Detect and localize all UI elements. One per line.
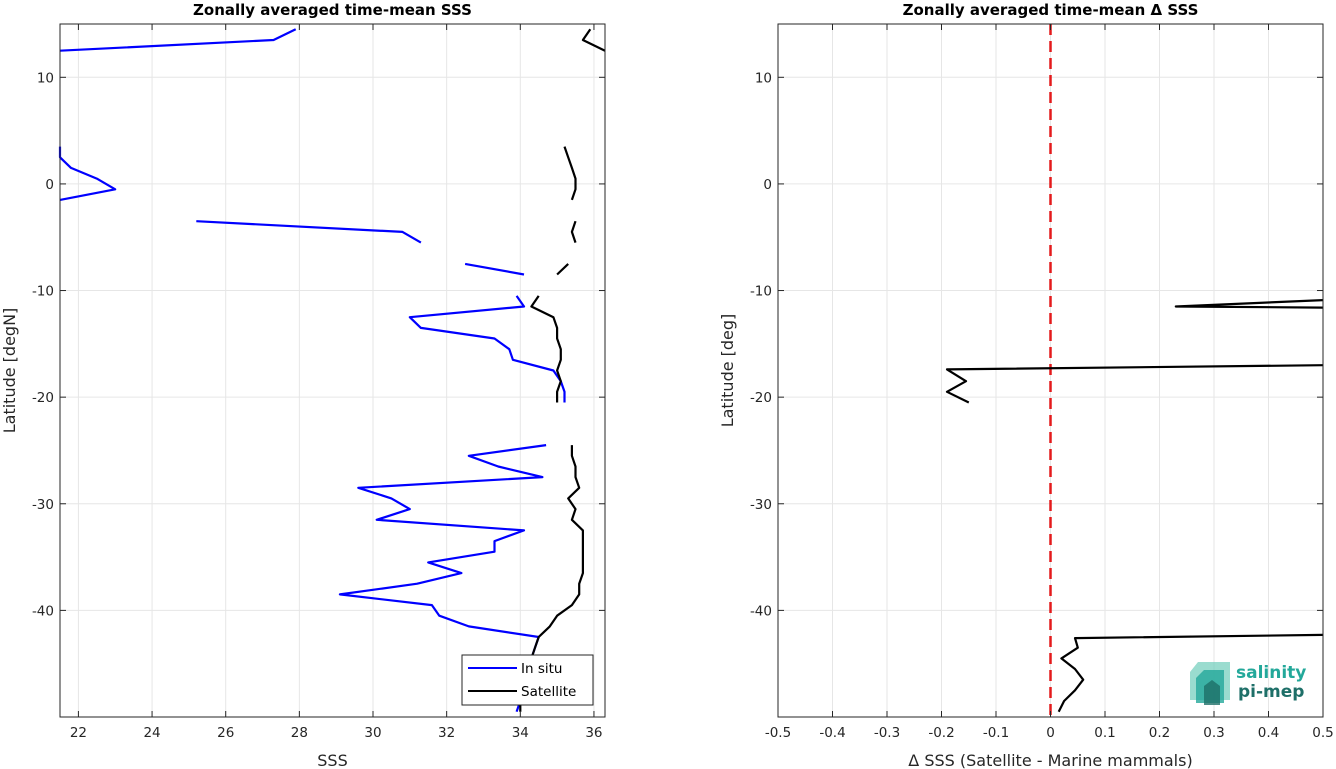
right-x-axis-label: Δ SSS (Satellite - Marine mammals) (908, 751, 1192, 769)
left-axes-box (59, 23, 606, 718)
right-xtick-label: 0.5 (1312, 725, 1333, 741)
left-xtick-label: 26 (217, 725, 234, 741)
legend-label-satellite: Satellite (521, 684, 576, 700)
logo-text-salinity: salinity (1236, 663, 1306, 683)
left-plot-area (60, 24, 605, 717)
right-ytick-label: 0 (763, 177, 772, 193)
left-series-1-segment-4 (530, 295, 562, 403)
left-ytick-label: -20 (32, 390, 54, 406)
logo-text-pi-mep: pi-mep (1238, 682, 1304, 702)
left-xtick-label: 32 (438, 725, 455, 741)
right-y-axis-label: Latitude [deg] (718, 314, 737, 428)
salinity-pi-mep-logo: salinity pi-mep (1190, 662, 1306, 705)
right-xtick-label: 0.3 (1203, 725, 1224, 741)
right-xtick-label: -0.2 (928, 725, 954, 741)
right-xtick-label: 0.1 (1094, 725, 1115, 741)
left-xtick-label: 28 (291, 725, 308, 741)
right-xtick-label: -0.1 (983, 725, 1009, 741)
right-panel: -0.5 -0.4 -0.3 -0.2 -0.1 0 0.1 0.2 0.3 0.4 0.5 -40 -… (718, 1, 1334, 769)
left-ytick-label: -10 (32, 284, 54, 300)
left-series-1-segment-2 (570, 220, 577, 243)
left-ytick-label: -40 (32, 603, 54, 619)
left-series-1-segment-1 (563, 146, 577, 201)
left-series-0-segment-4 (408, 295, 566, 403)
right-xtick-label: 0 (1046, 725, 1055, 741)
left-y-axis-label: Latitude [degN] (0, 308, 19, 434)
right-series-0-segment-0 (1174, 299, 1324, 309)
left-series-1-segment-3 (556, 263, 569, 276)
left-chart-title: Zonally averaged time-mean SSS (193, 1, 472, 19)
right-xtick-label: 0.2 (1149, 725, 1170, 741)
right-xtick-label: 0.4 (1258, 725, 1279, 741)
right-ytick-label: -20 (750, 390, 772, 406)
left-x-axis-label: SSS (317, 751, 347, 769)
left-xtick-label: 34 (512, 725, 529, 741)
left-ytick-label: 10 (37, 70, 54, 86)
left-ytick-label: 0 (45, 177, 54, 193)
left-xtick-label: 22 (70, 725, 87, 741)
left-ytick-label: -30 (32, 497, 54, 513)
left-xtick-label: 36 (585, 725, 602, 741)
right-xtick-label: -0.5 (765, 725, 791, 741)
right-ytick-label: -40 (750, 603, 772, 619)
left-series-0-segment-2 (196, 220, 422, 244)
right-ytick-label: 10 (755, 70, 772, 86)
left-series-0-segment-3 (464, 262, 525, 276)
right-ytick-label: -30 (750, 497, 772, 513)
right-chart-title: Zonally averaged time-mean Δ SSS (903, 1, 1199, 19)
right-series-0-segment-1 (945, 364, 1324, 404)
right-series-0-segment-2 (1057, 633, 1324, 713)
left-xtick-label: 24 (143, 725, 160, 741)
left-series-0-segment-0 (59, 28, 297, 52)
legend: In situ Satellite (461, 654, 594, 706)
logo-wave-icon-3 (1204, 680, 1220, 705)
right-ytick-label: -10 (750, 284, 772, 300)
legend-box (461, 654, 594, 706)
right-xtick-label: -0.4 (819, 725, 845, 741)
legend-label-in-situ: In situ (521, 661, 562, 677)
right-xtick-label: -0.3 (874, 725, 900, 741)
left-xtick-label: 30 (364, 725, 381, 741)
left-series-1-segment-0 (581, 28, 606, 52)
left-panel: 22 24 26 28 30 32 34 36 -40 -30 -20 -10 0 10 Zonally a… (0, 1, 606, 769)
